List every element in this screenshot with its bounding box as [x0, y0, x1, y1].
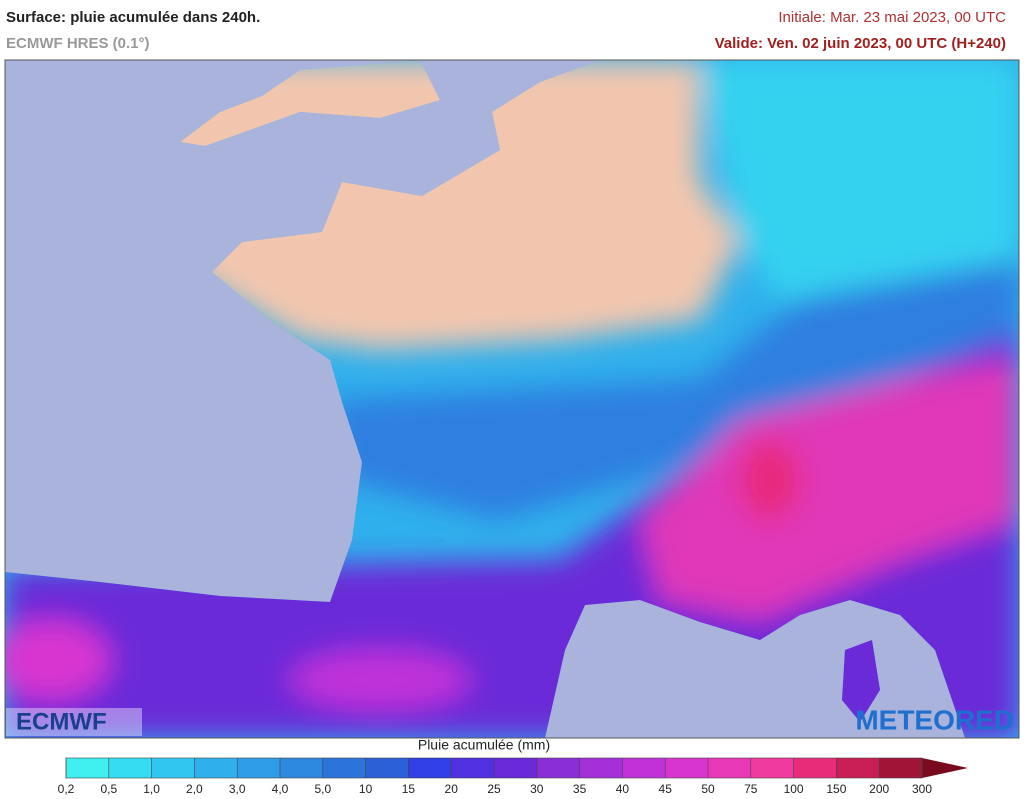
scale-swatch [665, 758, 709, 778]
cantabria-zone [5, 620, 110, 700]
legend-title: Pluie acumulée (mm) [418, 737, 550, 753]
scale-tick-label: 1,0 [143, 782, 160, 796]
scale-swatch [536, 758, 581, 778]
scale-swatch [494, 758, 538, 778]
map-title: Surface: pluie acumulée dans 240h. [6, 9, 260, 26]
scale-tick-label: 200 [869, 782, 889, 796]
model-name: ECMWF HRES (0.1°) [6, 35, 150, 52]
scale-tick-label: 35 [573, 782, 587, 796]
ecmwf-logo: ECMWF [16, 708, 107, 735]
scale-tick-label: 100 [784, 782, 804, 796]
scale-tick-label: 3,0 [229, 782, 246, 796]
map-frame [4, 59, 1020, 739]
scale-tick-label: 0,2 [58, 782, 75, 796]
scale-swatch [836, 758, 880, 778]
scale-swatch [879, 758, 923, 778]
scale-swatch [280, 758, 324, 778]
scale-swatch [237, 758, 281, 778]
meteored-logo: METEORED [855, 704, 1014, 735]
color-scale: 0,2 0,5 1,0 2,0 3,0 4,0 5,0 10 15 20 25 30 35 40 45 50 7… [58, 757, 968, 796]
scale-swatch [708, 758, 752, 778]
scale-tick-label: 30 [530, 782, 544, 796]
scale-swatch [579, 758, 623, 778]
peak-zone [740, 440, 800, 520]
scale-arrow [922, 758, 968, 778]
scale-swatch [750, 758, 795, 778]
scale-tick-label: 50 [701, 782, 715, 796]
scale-tick-label: 2,0 [186, 782, 203, 796]
scale-swatch [322, 758, 367, 778]
light-zone [700, 60, 1019, 300]
scale-tick-label: 300 [912, 782, 932, 796]
scale-swatch [408, 758, 452, 778]
ecmwf-logo-bg [6, 708, 142, 736]
scale-tick-label: 5,0 [314, 782, 331, 796]
valid-time: Valide: Ven. 02 juin 2023, 00 UTC (H+240… [715, 35, 1006, 52]
scale-swatch [793, 758, 837, 778]
scale-tick-label: 150 [826, 782, 846, 796]
scale-tick-label: 10 [359, 782, 373, 796]
scale-tick-label: 0,5 [100, 782, 117, 796]
scale-tick-label: 4,0 [272, 782, 289, 796]
scale-swatch [622, 758, 666, 778]
scale-tick-label: 20 [445, 782, 459, 796]
init-time: Initiale: Mar. 23 mai 2023, 00 UTC [778, 9, 1006, 26]
very-heavy-zone [640, 360, 1019, 620]
heavy-zone [5, 330, 1019, 738]
scale-swatch [151, 758, 195, 778]
scale-tick-label: 15 [402, 782, 416, 796]
scale-swatch [108, 758, 153, 778]
scale-swatch [194, 758, 238, 778]
scale-swatch [451, 758, 495, 778]
scale-swatch [365, 758, 409, 778]
scale-tick-label: 45 [659, 782, 673, 796]
scale-tick-label: 25 [487, 782, 501, 796]
scale-tick-label: 75 [744, 782, 758, 796]
pyrenees-zone [290, 650, 470, 710]
scale-swatch [66, 758, 110, 778]
moderate-zone [330, 260, 1019, 520]
scale-tick-label: 40 [616, 782, 630, 796]
